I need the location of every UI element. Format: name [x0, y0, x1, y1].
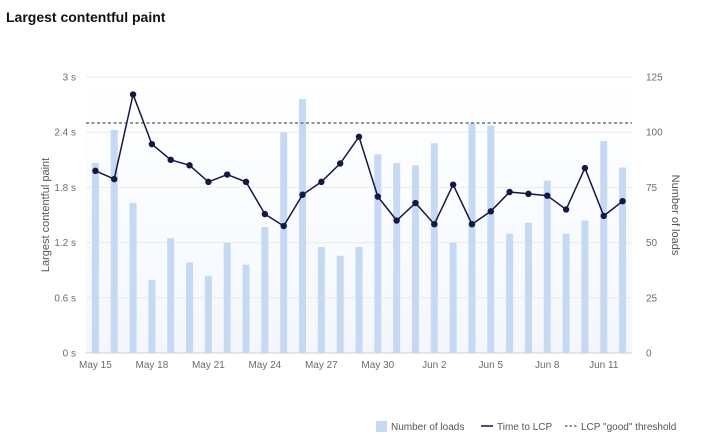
- x-tick-label: May 30: [361, 360, 394, 371]
- lcp-point: [562, 206, 570, 213]
- right-tick-label: 75: [646, 183, 658, 194]
- loads-bar: [562, 233, 570, 353]
- loads-bar: [204, 275, 212, 353]
- lcp-point: [581, 164, 589, 172]
- loads-bar: [600, 141, 608, 353]
- right-tick-label: 100: [646, 128, 663, 139]
- x-tick-label: Jun 5: [479, 360, 504, 371]
- left-tick-label: 2.4 s: [54, 128, 76, 139]
- lcp-point: [299, 191, 306, 198]
- x-tick-label: Jun 2: [422, 360, 447, 371]
- left-tick-label: 0 s: [63, 349, 76, 360]
- x-axis: May 15 May 18 May 21 May 24 May 27 May 30 Jun …: [79, 360, 619, 371]
- lcp-point: [393, 217, 400, 224]
- right-tick-label: 0: [646, 349, 652, 360]
- loads-bar: [223, 242, 231, 353]
- loads-bar: [186, 262, 194, 353]
- lcp-point: [374, 193, 382, 200]
- x-tick-label: May 15: [79, 360, 112, 371]
- lcp-point: [600, 212, 607, 220]
- lcp-point: [412, 199, 419, 207]
- loads-bar: [411, 165, 419, 353]
- loads-bar: [299, 99, 307, 353]
- loads-bar: [581, 220, 589, 353]
- left-tick-label: 3 s: [63, 73, 76, 84]
- left-tick-label: 0.6 s: [54, 293, 76, 304]
- loads-bar: [449, 242, 457, 353]
- lcp-point: [148, 140, 156, 148]
- loads-bar: [506, 233, 514, 353]
- x-tick-label: May 21: [192, 360, 225, 371]
- lcp-point: [111, 175, 118, 183]
- lcp-point: [167, 156, 174, 163]
- legend-swatch-loads: [376, 421, 387, 432]
- lcp-line-group: [92, 91, 626, 230]
- loads-bar: [543, 180, 551, 353]
- lcp-point: [261, 210, 269, 218]
- legend-label-loads: Number of loads: [391, 422, 464, 433]
- loads-bar: [374, 154, 382, 353]
- loads-bar: [317, 247, 325, 353]
- loads-bar: [280, 132, 288, 353]
- lcp-point: [487, 208, 494, 215]
- loads-bar: [393, 163, 401, 353]
- lcp-point: [544, 192, 551, 199]
- lcp-point: [186, 162, 193, 169]
- right-tick-label: 50: [646, 238, 658, 249]
- loads-bar: [336, 255, 344, 353]
- left-tick-label: 1.8 s: [54, 183, 76, 194]
- legend-label-lcp: Time to LCP: [497, 422, 553, 433]
- lcp-point: [468, 221, 476, 228]
- loads-bar: [91, 163, 99, 353]
- loads-bar: [148, 280, 156, 353]
- lcp-point: [205, 178, 212, 186]
- chart-title: Largest contentful paint: [6, 9, 166, 25]
- lcp-point: [129, 91, 137, 98]
- left-axis-title: Largest contentful paint: [40, 158, 52, 272]
- loads-bar: [487, 125, 495, 354]
- right-tick-label: 125: [646, 73, 663, 84]
- loads-bar: [619, 167, 627, 353]
- loads-bar: [129, 202, 137, 353]
- loads-bar: [355, 247, 363, 353]
- lcp-point: [525, 190, 532, 198]
- x-tick-label: May 24: [248, 360, 281, 371]
- x-tick-label: Jun 8: [535, 360, 560, 371]
- lcp-point: [224, 171, 231, 178]
- lcp-point: [318, 178, 325, 186]
- lcp-point: [449, 181, 457, 188]
- lcp-point: [336, 160, 344, 167]
- x-tick-label: Jun 11: [589, 360, 619, 371]
- lcp-point: [355, 133, 363, 140]
- right-axis: 0 25 50 75 100 125: [646, 73, 663, 360]
- loads-bar: [524, 222, 532, 353]
- lcp-point: [92, 167, 99, 175]
- lcp-point: [506, 188, 513, 196]
- loads-bar: [110, 129, 118, 353]
- lcp-point: [619, 198, 626, 205]
- x-tick-label: May 18: [135, 360, 168, 371]
- lcp-point: [280, 222, 287, 230]
- lcp-point: [242, 178, 250, 186]
- lcp-point: [431, 221, 438, 228]
- loads-bar: [430, 143, 438, 353]
- loads-bar: [167, 238, 175, 353]
- loads-bar: [261, 227, 269, 353]
- x-tick-label: May 27: [305, 360, 338, 371]
- loads-bars: [91, 99, 627, 354]
- left-tick-label: 1.2 s: [54, 238, 76, 249]
- legend-label-threshold: LCP "good" threshold: [581, 422, 676, 433]
- loads-bar: [242, 264, 250, 353]
- legend: Number of loads Time to LCP LCP "good" thr…: [376, 421, 676, 433]
- loads-bar: [468, 123, 476, 353]
- left-axis: 0 s 0.6 s 1.2 s 1.8 s 2.4 s 3 s: [54, 73, 76, 360]
- right-axis-title: Number of loads: [669, 175, 681, 256]
- right-tick-label: 25: [646, 293, 658, 304]
